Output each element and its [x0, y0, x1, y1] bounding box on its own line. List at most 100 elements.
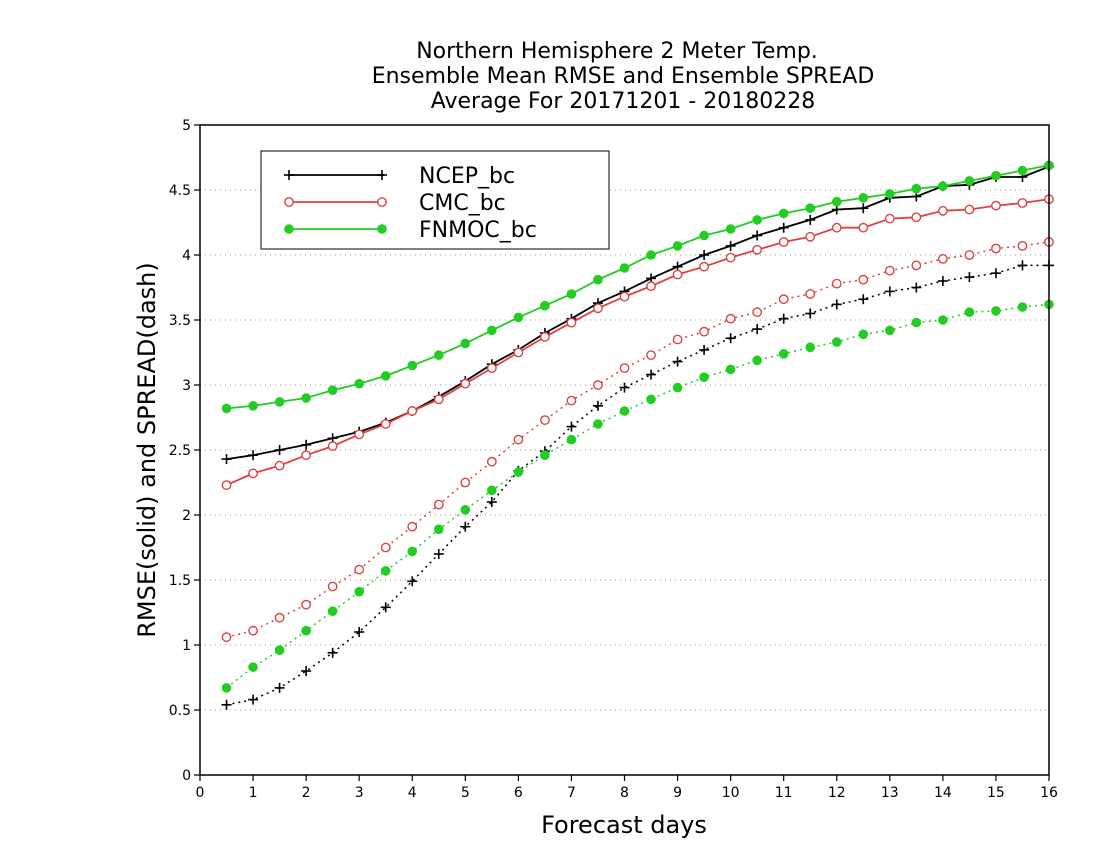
x-tick-label-11: 11 — [775, 785, 793, 801]
ncep-bc-spread-point — [380, 602, 391, 613]
fnmoc-bc-spread-point — [380, 566, 391, 576]
cmc-bc-spread-point — [672, 334, 683, 345]
cmc-bc-spread-point — [991, 243, 1001, 254]
x-tick-label-4: 4 — [408, 785, 417, 801]
cmc-bc-rmse-point — [221, 480, 232, 490]
x-tick-label-12: 12 — [828, 785, 846, 801]
cmc-bc-rmse-point — [672, 269, 683, 280]
ncep-bc-spread-point — [1017, 260, 1028, 271]
fnmoc-bc-rmse-point — [380, 371, 391, 381]
ncep-bc-rmse-point — [725, 240, 736, 251]
cmc-bc-spread-point — [752, 307, 763, 318]
cmc-bc-spread-point — [646, 350, 656, 360]
cmc-bc-rmse-point — [911, 212, 922, 223]
cmc-bc-spread-point — [327, 581, 338, 592]
x-tick-label-3: 3 — [355, 785, 364, 801]
fnmoc-bc-spread-point — [991, 306, 1001, 316]
fnmoc-bc-rmse-point — [725, 224, 736, 234]
ncep-bc-spread-point — [752, 324, 763, 335]
fnmoc-bc-spread-point — [858, 329, 869, 340]
ncep-bc-rmse-point — [778, 222, 789, 233]
fnmoc-bc-rmse-point — [858, 193, 869, 203]
fnmoc-bc-rmse-point — [805, 203, 816, 213]
ncep-bc-spread-point — [964, 272, 975, 283]
fnmoc-bc-rmse-point — [566, 289, 577, 299]
fnmoc-bc-rmse-point — [911, 183, 922, 194]
x-tick-label-6: 6 — [514, 785, 523, 801]
ncep-bc-rmse-point — [699, 250, 710, 260]
fnmoc-bc-rmse-point — [407, 360, 418, 371]
legend-box — [260, 150, 610, 250]
cmc-bc-spread-point — [566, 395, 577, 406]
cmc-bc-rmse-point — [354, 429, 365, 440]
fnmoc-bc-spread-point — [566, 434, 577, 445]
cmc-bc-rmse-point — [540, 331, 550, 342]
legend-marker — [377, 197, 387, 207]
ncep-bc-spread-point — [592, 400, 603, 411]
fnmoc-bc-rmse-point — [699, 230, 709, 241]
fnmoc-bc-rmse-point — [327, 385, 338, 396]
fnmoc-bc-rmse-point — [221, 403, 232, 414]
y-tick-label-4: 2 — [182, 508, 191, 524]
cmc-bc-rmse-point — [858, 222, 869, 233]
x-tick-label-8: 8 — [620, 785, 629, 801]
x-tick-label-7: 7 — [567, 785, 576, 801]
fnmoc-bc-spread-point — [1017, 302, 1028, 312]
y-tick-label-7: 3.5 — [169, 313, 191, 329]
fnmoc-bc-spread-point — [778, 349, 789, 359]
y-tick-label-3: 1.5 — [169, 573, 191, 589]
cmc-bc-spread-point — [778, 294, 789, 305]
fnmoc-bc-rmse-point — [513, 312, 524, 323]
fnmoc-bc-rmse-point — [646, 250, 656, 260]
cmc-bc-rmse-point — [725, 252, 736, 263]
fnmoc-bc-spread-point — [752, 355, 762, 366]
y-tick-label-8: 4 — [182, 248, 191, 264]
legend-marker — [377, 170, 387, 180]
cmc-bc-spread-point — [354, 564, 365, 575]
ncep-bc-spread-point — [990, 268, 1001, 279]
fnmoc-bc-rmse-point — [938, 181, 948, 191]
ncep-bc-spread-point — [486, 497, 497, 507]
ncep-bc-spread-point — [619, 382, 630, 393]
cmc-bc-rmse-point — [964, 204, 975, 215]
fnmoc-bc-spread-point — [672, 382, 683, 393]
ncep-bc-spread-point — [911, 282, 922, 293]
cmc-bc-rmse-point — [1017, 198, 1028, 208]
cmc-bc-rmse-point — [486, 363, 497, 373]
legend-marker — [284, 197, 294, 207]
x-tick-label-5: 5 — [461, 785, 470, 801]
cmc-bc-rmse-point — [937, 205, 948, 216]
cmc-bc-rmse-point — [593, 303, 603, 314]
fnmoc-bc-rmse-point — [248, 401, 258, 411]
y-tick-label-1: 0.5 — [169, 703, 191, 719]
cmc-bc-spread-point — [1017, 240, 1028, 251]
cmc-bc-rmse-point — [831, 222, 842, 233]
cmc-bc-rmse-point — [646, 281, 656, 292]
cmc-bc-rmse-point — [380, 419, 391, 429]
fnmoc-bc-spread-point — [221, 683, 232, 693]
x-tick-label-1: 1 — [249, 785, 258, 801]
ncep-bc-rmse-point — [301, 439, 312, 450]
cmc-bc-spread-point — [407, 521, 418, 532]
cmc-bc-spread-point — [486, 456, 497, 467]
fnmoc-bc-rmse-point — [540, 300, 550, 311]
fnmoc-bc-rmse-point — [433, 350, 444, 360]
fnmoc-bc-spread-point — [646, 394, 656, 405]
cmc-bc-rmse-point — [433, 394, 444, 405]
ncep-bc-spread-point — [699, 344, 710, 355]
x-tick-label-14: 14 — [934, 785, 952, 801]
ncep-bc-rmse-point — [248, 450, 259, 461]
fnmoc-bc-spread-point — [487, 485, 497, 496]
fnmoc-bc-rmse-point — [885, 189, 895, 199]
fnmoc-bc-spread-point — [274, 645, 285, 655]
fnmoc-bc-rmse-point — [301, 393, 311, 403]
ncep-bc-rmse-point — [274, 445, 285, 455]
y-tick-label-9: 4.5 — [169, 183, 191, 199]
fnmoc-bc-rmse-point — [831, 196, 842, 207]
ncep-bc-spread-point — [831, 299, 842, 310]
ncep-bc-spread-line — [226, 264, 1049, 706]
fnmoc-bc-spread-point — [327, 606, 338, 616]
title-line-3: Average For 20171201 - 20180228 — [431, 89, 816, 114]
fnmoc-bc-rmse-point — [487, 325, 497, 336]
